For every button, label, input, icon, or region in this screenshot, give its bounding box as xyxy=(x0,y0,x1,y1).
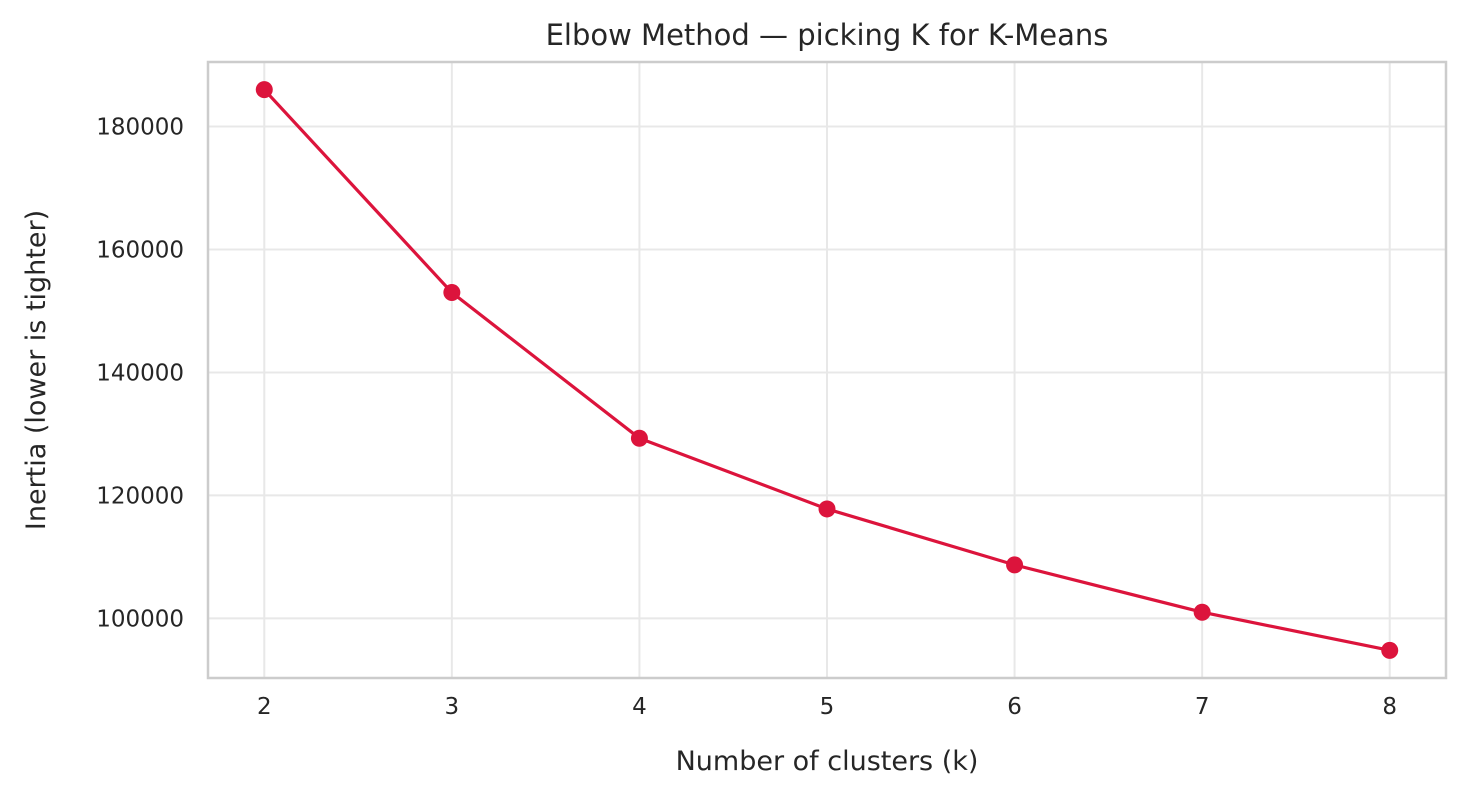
data-point xyxy=(443,284,461,302)
plot-frame xyxy=(206,60,1448,680)
y-tick-labels: 100000 120000 140000 160000 180000 xyxy=(96,115,184,633)
y-tick-label: 120000 xyxy=(96,483,184,509)
data-point xyxy=(818,500,836,518)
x-tick-label: 7 xyxy=(1195,694,1210,720)
x-tick-label: 2 xyxy=(257,694,272,720)
x-tick-label: 6 xyxy=(1007,694,1022,720)
y-tick-label: 180000 xyxy=(96,115,184,141)
data-point xyxy=(1381,641,1399,659)
x-tick-label: 5 xyxy=(820,694,835,720)
x-axis-label: Number of clusters (k) xyxy=(676,746,979,777)
x-tick-label: 4 xyxy=(632,694,647,720)
data-point xyxy=(630,429,648,447)
y-axis-label: Inertia (lower is tighter) xyxy=(21,210,52,530)
data-point xyxy=(255,81,273,99)
x-tick-label: 3 xyxy=(445,694,460,720)
data-point xyxy=(1193,603,1211,621)
y-tick-label: 100000 xyxy=(96,606,184,632)
y-tick-label: 140000 xyxy=(96,360,184,386)
chart-title: Elbow Method — picking K for K-Means xyxy=(546,18,1109,52)
x-tick-label: 8 xyxy=(1382,694,1397,720)
data-point xyxy=(1006,556,1024,574)
marker-layer xyxy=(255,81,1399,659)
x-tick-labels: 2 3 4 5 6 7 8 xyxy=(257,694,1397,720)
y-tick-label: 160000 xyxy=(96,238,184,264)
grid-layer xyxy=(208,62,1446,678)
